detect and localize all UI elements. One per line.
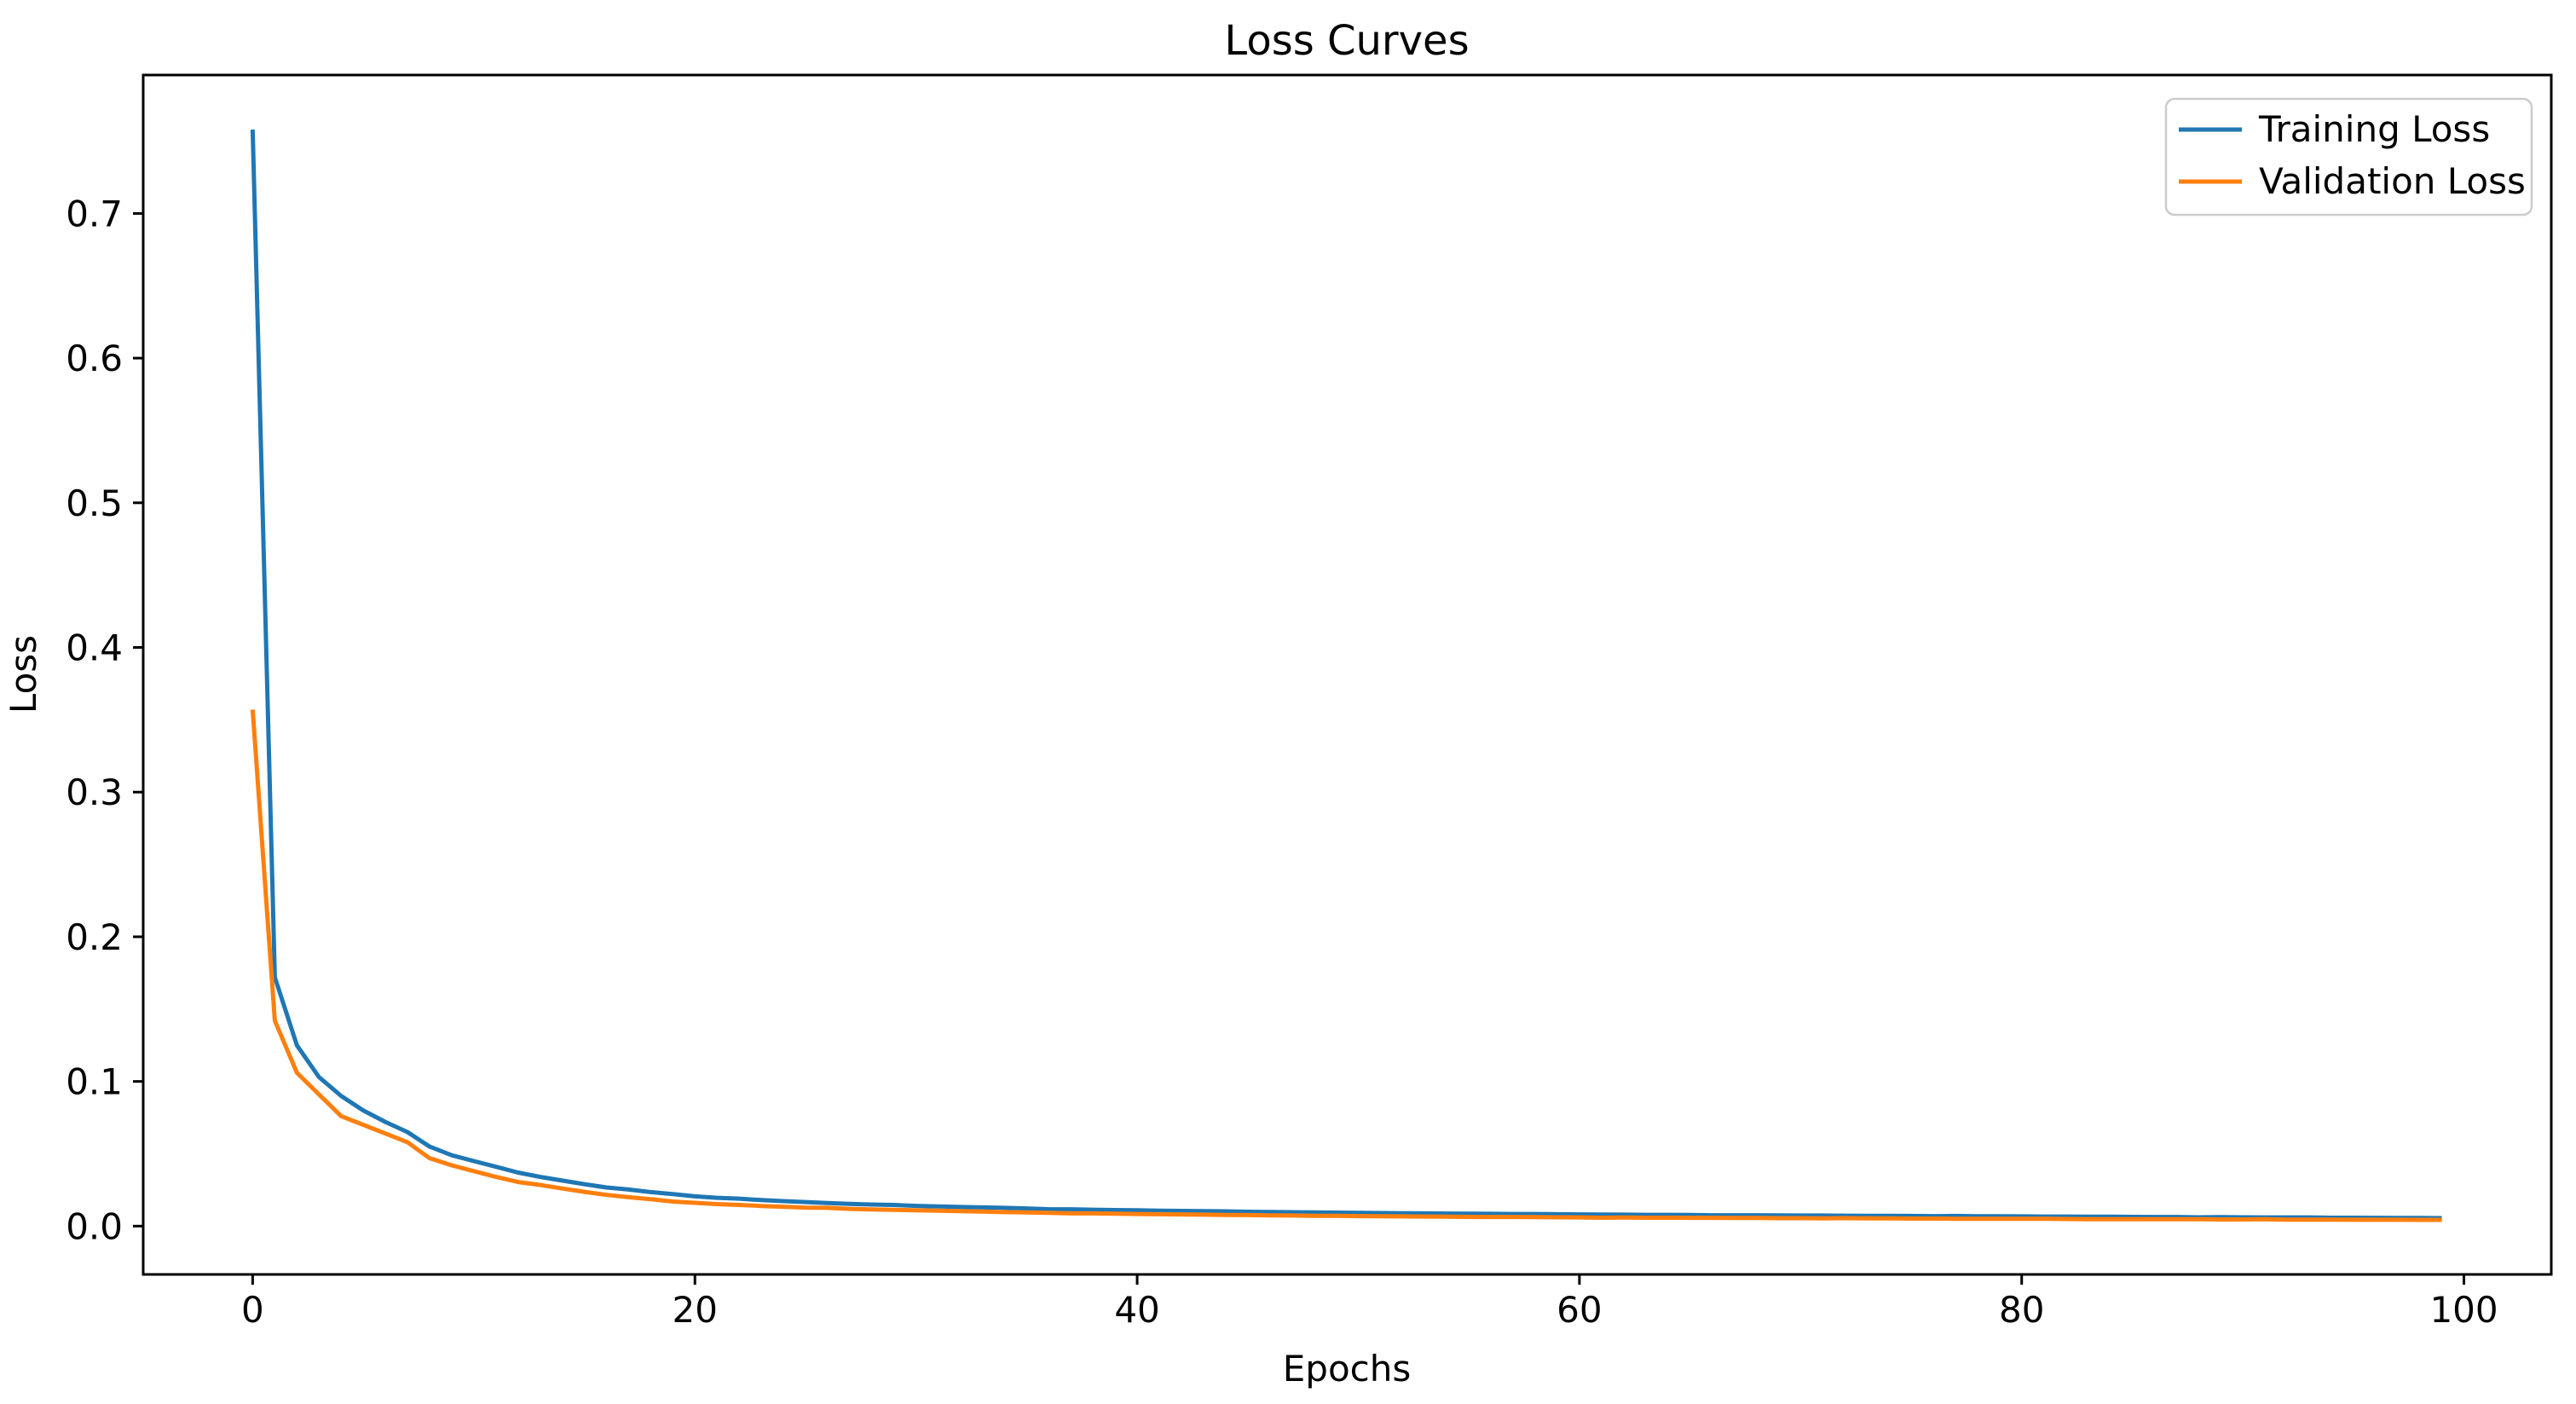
- y-tick-label: 0.6: [66, 338, 123, 379]
- series-layer: [250, 129, 2442, 1222]
- y-tick-label: 0.2: [66, 916, 123, 958]
- legend-label-training: Training Loss: [2258, 108, 2490, 150]
- y-axis-label: Loss: [3, 635, 44, 714]
- y-tick-label: 0.1: [66, 1061, 123, 1103]
- y-tick-label: 0.7: [66, 193, 123, 234]
- legend-label-validation: Validation Loss: [2259, 160, 2526, 202]
- y-tick-label: 0.5: [66, 482, 123, 524]
- y-tick-label: 0.0: [66, 1205, 123, 1247]
- x-tick-label: 40: [1114, 1289, 1159, 1331]
- legend-box: [2164, 97, 2533, 217]
- validation-loss-line: [250, 709, 2442, 1222]
- x-tick-label: 60: [1557, 1289, 1602, 1331]
- y-tick-label: 0.3: [66, 771, 123, 813]
- legend: Training Loss Validation Loss: [2164, 97, 2533, 217]
- chart-title: Loss Curves: [1224, 17, 1469, 65]
- training-loss-line: [250, 129, 2442, 1221]
- x-tick-label: 100: [2429, 1289, 2498, 1331]
- plot-area: [143, 75, 2551, 1274]
- x-axis-label: Epochs: [1283, 1348, 1412, 1390]
- x-tick-label: 0: [241, 1289, 264, 1331]
- y-tick-label: 0.4: [66, 627, 123, 669]
- x-tick-label: 20: [673, 1289, 718, 1331]
- axis-ticks-layer: 0 20 40 60 80 100 0.0 0.1 0.2 0.3 0.4 0.5 0.6 0.7: [66, 193, 2498, 1331]
- x-tick-label: 80: [1999, 1289, 2044, 1331]
- axes-spines: [142, 73, 2553, 1276]
